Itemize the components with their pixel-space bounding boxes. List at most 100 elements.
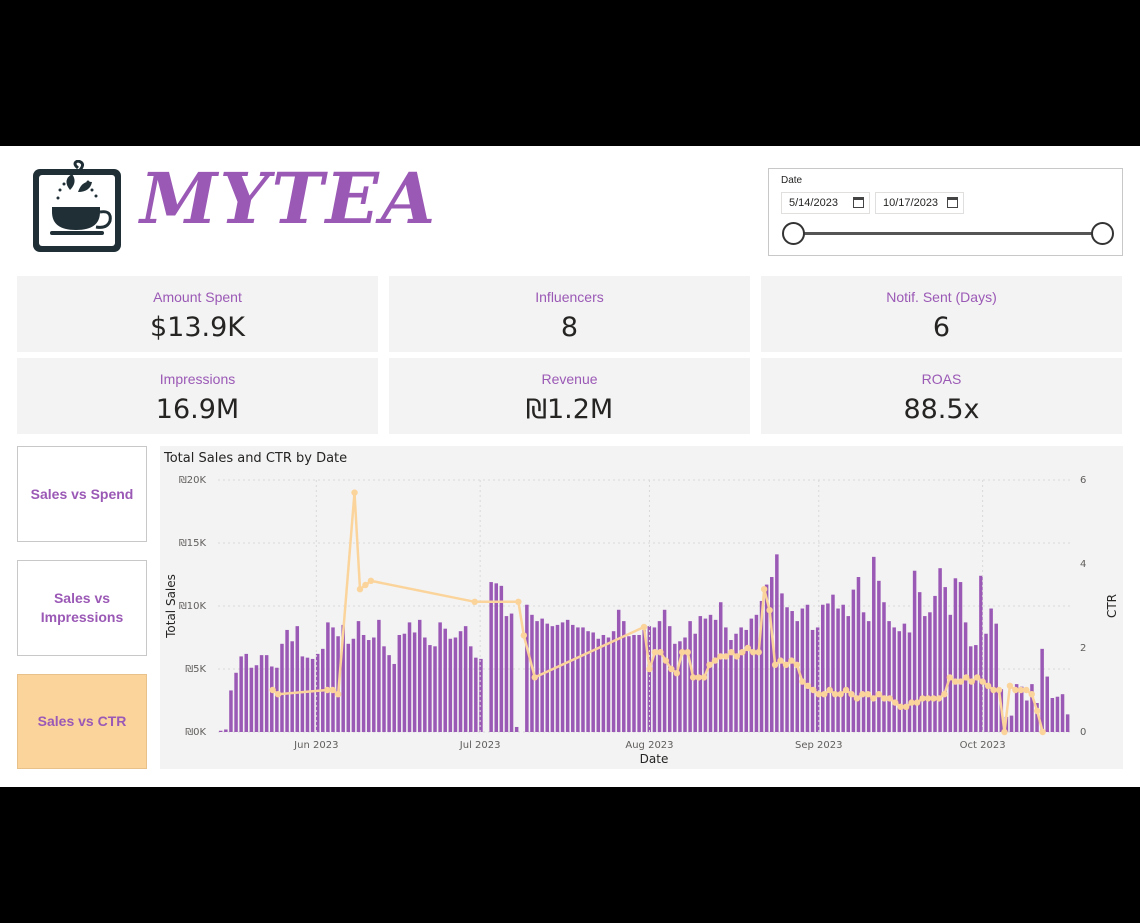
end-date-input[interactable]: 10/17/2023 (875, 192, 964, 214)
sales-bar (586, 631, 590, 732)
kpi-revenue: Revenue ₪1.2M (389, 358, 750, 434)
sales-bar (673, 643, 677, 732)
sales-bar (1060, 694, 1065, 732)
sales-bar (928, 612, 932, 732)
sales-bar (392, 663, 396, 732)
ctr-point (930, 695, 937, 702)
sales-bar (724, 627, 728, 732)
sales-bar (300, 656, 305, 732)
ctr-point (750, 649, 757, 656)
nav-button-label: Sales vs CTR (37, 713, 127, 729)
ctr-point (831, 691, 839, 698)
sales-bar (326, 622, 330, 732)
ctr-point (886, 695, 893, 702)
sales-bar (264, 655, 269, 732)
ctr-point (924, 695, 932, 702)
y2-tick-label: 6 (1080, 475, 1086, 486)
sales-bar (509, 613, 514, 732)
sales-bar (902, 623, 907, 732)
sales-bar (994, 623, 998, 732)
sales-bar (591, 632, 595, 732)
sales-bar (785, 607, 789, 732)
ctr-point (842, 686, 850, 694)
ctr-point (952, 678, 959, 685)
date-range-track[interactable] (793, 232, 1103, 235)
sales-bar (907, 632, 912, 732)
ctr-point (739, 649, 746, 656)
sales-bar (729, 640, 733, 732)
calendar-icon[interactable] (853, 197, 864, 208)
sales-bar (280, 643, 284, 732)
ctr-point (673, 670, 680, 677)
range-end-handle[interactable] (1091, 222, 1114, 245)
sales-bar (341, 624, 345, 732)
sales-bar (861, 612, 866, 732)
sales-bar (224, 729, 228, 732)
ctr-point (760, 586, 768, 593)
sales-bar (305, 657, 310, 732)
y-tick-label: ₪20K (179, 475, 207, 486)
ctr-point (979, 678, 986, 685)
sales-bar (938, 568, 942, 732)
sales-bar (331, 627, 335, 732)
ctr-point (848, 691, 855, 698)
ctr-point (990, 686, 997, 694)
ctr-point (717, 653, 724, 660)
calendar-icon[interactable] (947, 197, 958, 208)
brand-name: MYTEA (140, 157, 438, 240)
kpi-roas: ROAS 88.5x (761, 358, 1122, 434)
ctr-point (837, 691, 844, 698)
sales-bar (616, 609, 621, 732)
sales-bar (662, 609, 667, 732)
sales-bar (1019, 686, 1024, 732)
x-tick-label: Jul 2023 (459, 740, 501, 751)
kpi-notif-sent: Notif. Sent (Days) 6 (761, 276, 1122, 352)
sales-vs-impressions-button[interactable]: Sales vs Impressions (17, 560, 147, 656)
y2-tick-label: 2 (1080, 643, 1086, 654)
sales-bar (438, 622, 442, 732)
sales-bar (1040, 648, 1044, 732)
ctr-point (329, 686, 336, 694)
sales-ctr-chart: ₪0K ₪5K ₪10K ₪15K ₪20K 0 2 4 6 Jun 2023 Jul 2023 Au… (160, 446, 1123, 769)
sales-bar (744, 629, 748, 732)
sales-bar (1025, 700, 1029, 732)
sales-bar (851, 589, 856, 732)
sales-bar (637, 634, 641, 732)
date-slicer: Date 5/14/2023 10/17/2023 (768, 168, 1123, 256)
sales-bar (310, 658, 315, 732)
sales-bar (800, 608, 805, 732)
sales-bar (555, 624, 560, 732)
sales-bar (953, 578, 958, 732)
y-tick-label: ₪10K (179, 601, 207, 612)
sales-bar (831, 594, 835, 732)
start-date-input[interactable]: 5/14/2023 (781, 192, 870, 214)
range-start-handle[interactable] (782, 222, 805, 245)
sales-bar (968, 646, 973, 732)
sales-bar (387, 655, 391, 732)
y-tick-label: ₪15K (179, 538, 207, 549)
sales-vs-spend-button[interactable]: Sales vs Spend (17, 446, 147, 542)
ctr-point (728, 649, 735, 656)
sales-bar (407, 622, 412, 732)
sales-bar (667, 626, 672, 732)
start-date-value: 5/14/2023 (789, 197, 838, 209)
sales-bar (290, 641, 294, 732)
sales-bar (866, 621, 871, 732)
sales-bar (601, 634, 606, 732)
ctr-point (963, 674, 970, 681)
ctr-point (799, 678, 806, 685)
kpi-value: 88.5x (903, 394, 980, 425)
sales-bar (382, 646, 386, 732)
sales-bar (1030, 684, 1034, 732)
y-tick-label: ₪5K (185, 664, 206, 675)
sales-vs-ctr-button[interactable]: Sales vs CTR (17, 674, 147, 769)
kpi-label: Impressions (159, 371, 236, 387)
sales-bar (361, 634, 366, 732)
kpi-value: ₪1.2M (525, 394, 614, 425)
ctr-point (689, 674, 697, 681)
ctr-point (946, 674, 954, 681)
sales-bar (479, 658, 483, 732)
sales-bar (499, 585, 504, 732)
ctr-point (711, 657, 719, 664)
ctr-point (744, 644, 751, 652)
